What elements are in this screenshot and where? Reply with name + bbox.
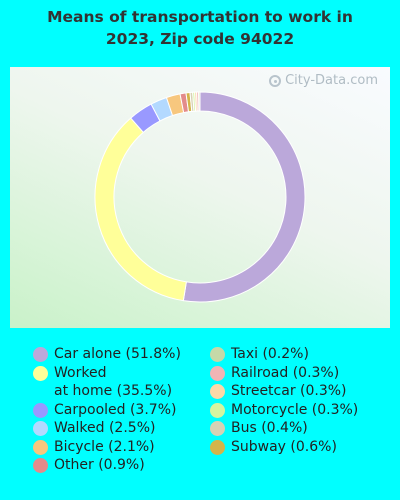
legend: Car alone (51.8%) Worked at home (35.5%) C… (0, 345, 400, 495)
donut-slice-car-alone (182, 91, 306, 303)
legend-swatch-other (33, 458, 48, 473)
legend-label-bicycle: Bicycle (2.1%) (54, 438, 155, 455)
legend-item-worked-at-home: Worked at home (35.5%) (33, 364, 181, 401)
watermark-text: City-Data.com (285, 73, 378, 88)
legend-label-car-alone: Car alone (51.8%) (54, 346, 181, 362)
chart-title-line-2: 2023, Zip code 94022 (105, 30, 295, 48)
legend-swatch-streetcar (210, 384, 225, 399)
legend-item-taxi: Taxi (0.2%) (210, 345, 358, 364)
legend-label-railroad: Railroad (0.3%) (231, 364, 340, 381)
legend-label-other: Other (0.9%) (54, 457, 145, 473)
chart-title: Means of transportation to work in 2023,… (0, 6, 400, 50)
legend-swatch-carpooled (33, 402, 48, 418)
legend-swatch-bicycle (33, 439, 48, 455)
legend-swatch-taxi (210, 347, 225, 362)
legend-item-railroad: Railroad (0.3%) (210, 364, 358, 383)
legend-label-motorcycle: Motorcycle (0.3%) (231, 401, 359, 418)
donut-slice-taxi (198, 91, 201, 112)
legend-item-motorcycle: Motorcycle (0.3%) (210, 401, 358, 420)
legend-label-worked-at-home: Worked at home (35.5%) (54, 364, 173, 400)
watermark-icon (269, 74, 282, 87)
legend-item-bicycle: Bicycle (2.1%) (33, 438, 181, 457)
legend-label-bus: Bus (0.4%) (231, 420, 308, 436)
legend-label-taxi: Taxi (0.2%) (231, 346, 309, 362)
donut-slice-worked-at-home (94, 117, 187, 302)
legend-column-right: Taxi (0.2%) Railroad (0.3%) Streetcar (0.3… (210, 345, 358, 456)
legend-item-carpooled: Carpooled (3.7%) (33, 401, 181, 420)
legend-swatch-worked-at-home (33, 365, 48, 381)
legend-label-carpooled: Carpooled (3.7%) (54, 401, 177, 418)
legend-swatch-bus (210, 421, 225, 436)
legend-swatch-subway (210, 439, 225, 455)
legend-item-bus: Bus (0.4%) (210, 419, 358, 438)
legend-item-car-alone: Car alone (51.8%) (33, 345, 181, 364)
chart-title-line-1: Means of transportation to work in (47, 8, 353, 26)
legend-item-other: Other (0.9%) (33, 456, 181, 475)
donut-chart (94, 91, 306, 303)
legend-item-walked: Walked (2.5%) (33, 419, 181, 438)
legend-swatch-car-alone (33, 347, 48, 362)
legend-swatch-railroad (210, 365, 225, 381)
legend-label-subway: Subway (0.6%) (231, 438, 337, 455)
watermark: City-Data.com (269, 73, 378, 88)
legend-item-subway: Subway (0.6%) (210, 438, 358, 457)
legend-item-streetcar: Streetcar (0.3%) (210, 382, 358, 401)
legend-swatch-motorcycle (210, 402, 225, 418)
legend-swatch-walked (33, 421, 48, 436)
legend-column-left: Car alone (51.8%) Worked at home (35.5%) C… (33, 345, 181, 475)
legend-label-walked: Walked (2.5%) (54, 420, 156, 436)
legend-label-streetcar: Streetcar (0.3%) (231, 383, 347, 399)
